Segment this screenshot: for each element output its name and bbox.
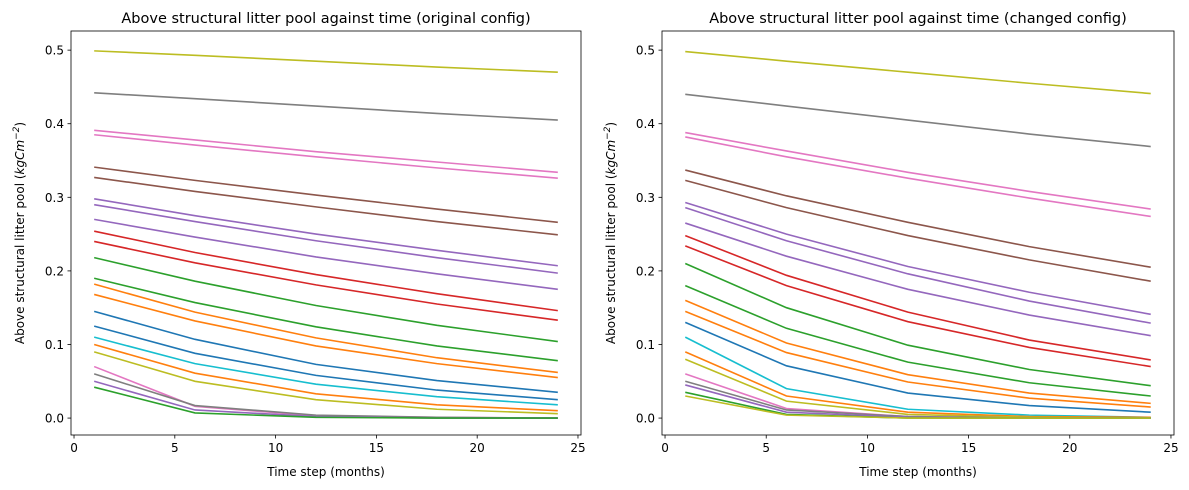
series-line (685, 50, 1151, 95)
series-line (684, 234, 1151, 361)
x-axis-label: Time step (months) (266, 465, 385, 479)
series-line (684, 310, 1151, 408)
x-tick-label: 15 (961, 441, 976, 455)
y-axis-label-part: ) (604, 122, 618, 127)
series-line (685, 201, 1151, 316)
y-tick-label: 0.0 (45, 412, 64, 426)
x-tick-label: 10 (860, 441, 875, 455)
series-line (93, 310, 558, 394)
series-line (685, 93, 1151, 148)
subplot: 0 5 10 15 20 25 0.0 0.1 0.2 0.3 0.4 0.5 Above struct… (12, 11, 586, 479)
y-axis-label: Above structural litter pool (kgCm−2) (603, 122, 618, 344)
series-line (94, 176, 558, 236)
series-line (685, 373, 1151, 419)
series-line (684, 336, 1151, 419)
x-tick-label: 5 (762, 441, 770, 455)
y-tick-label: 0.5 (636, 44, 655, 58)
subplot: 0 5 10 15 20 25 0.0 0.1 0.2 0.3 0.4 0.5 Above struct… (603, 11, 1179, 479)
series-line (685, 222, 1151, 337)
y-axis-label: Above structural litter pool (kgCm−2) (12, 122, 27, 344)
y-tick-label: 0.5 (45, 44, 64, 58)
y-axis-label-part: ) (13, 122, 27, 127)
x-axis-label: Time step (months) (858, 465, 977, 479)
series-line (94, 50, 558, 74)
series-line (93, 336, 558, 406)
y-axis-label-part: Above structural litter pool ( (13, 174, 27, 344)
series-line (94, 240, 558, 321)
y-axis-label-part: kgCm (604, 140, 618, 175)
x-tick-label: 20 (1062, 441, 1077, 455)
series-line (93, 351, 558, 415)
series-line (94, 203, 558, 274)
x-tick-label: 5 (171, 441, 179, 455)
series-line (685, 179, 1151, 282)
x-tick-label: 25 (570, 441, 585, 455)
y-tick-label: 0.2 (636, 264, 655, 278)
y-tick-label: 0.0 (636, 412, 655, 426)
plot-frame (70, 30, 582, 436)
series-line (94, 133, 558, 179)
series-line (94, 197, 558, 267)
y-tick-label: 0.3 (45, 191, 64, 205)
y-tick-label: 0.3 (636, 191, 655, 205)
series-line (94, 218, 558, 291)
series-line (684, 321, 1151, 413)
series-line (93, 293, 558, 379)
y-axis-label-part: kgCm (13, 140, 27, 175)
x-tick-label: 0 (661, 441, 669, 455)
series-line (93, 325, 558, 401)
series-line (685, 136, 1151, 218)
chart-title: Above structural litter pool against tim… (121, 11, 530, 27)
series-line (684, 284, 1151, 397)
plot-frame (661, 30, 1175, 436)
y-axis-label-part: −2 (12, 126, 22, 140)
x-tick-label: 0 (70, 441, 78, 455)
series-line (93, 283, 558, 374)
x-tick-label: 10 (268, 441, 283, 455)
series-line (685, 169, 1151, 269)
series-line (94, 230, 558, 312)
x-tick-label: 20 (470, 441, 485, 455)
y-tick-label: 0.2 (45, 264, 64, 278)
y-tick-label: 0.4 (636, 117, 655, 131)
series-line (685, 395, 1151, 419)
y-axis-label-part: −2 (603, 126, 613, 140)
series-line (93, 277, 558, 362)
series-line (93, 256, 558, 343)
y-tick-label: 0.1 (636, 338, 655, 352)
series-line (684, 245, 1151, 368)
series-line (684, 262, 1151, 387)
series-line (685, 206, 1151, 324)
series-line (685, 131, 1151, 210)
x-tick-label: 25 (1163, 441, 1178, 455)
y-axis-label-part: Above structural litter pool ( (604, 174, 618, 344)
y-tick-label: 0.4 (45, 117, 64, 131)
x-tick-label: 15 (369, 441, 384, 455)
y-tick-label: 0.1 (45, 338, 64, 352)
chart-title: Above structural litter pool against tim… (709, 11, 1127, 27)
series-line (684, 299, 1151, 405)
series-line (93, 343, 558, 412)
series-line (94, 166, 558, 224)
series-line (93, 386, 558, 419)
series-line (94, 129, 558, 174)
series-line (94, 92, 558, 121)
